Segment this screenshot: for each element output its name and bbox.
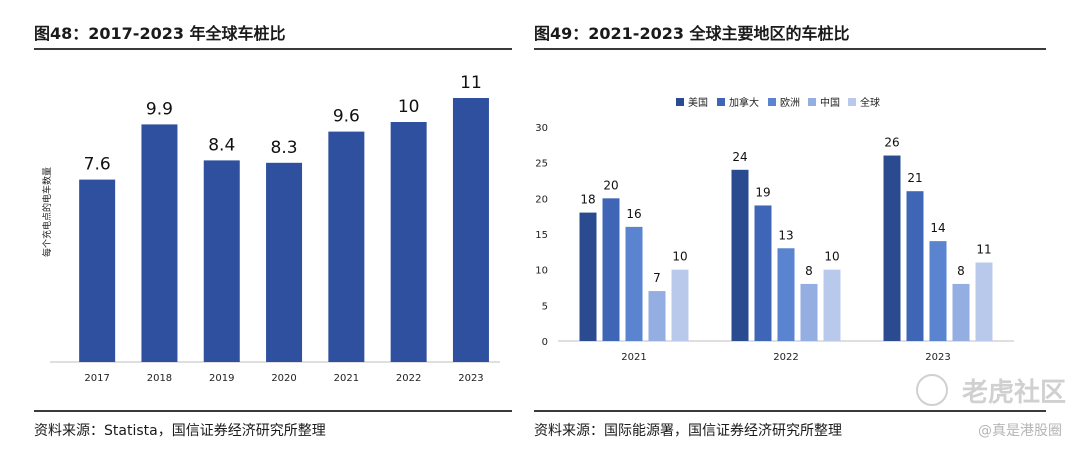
y-tick-30: 30 xyxy=(535,123,548,134)
data-label-2021-series-2: 16 xyxy=(626,207,641,221)
left-source-note: 资料来源：Statista，国信证券经济研究所整理 xyxy=(34,423,326,439)
bar-2023-series-2 xyxy=(929,241,947,341)
x-tick-2023: 2023 xyxy=(925,352,950,363)
x-tick-2022: 2022 xyxy=(396,373,421,384)
bar-2023-series-1 xyxy=(906,191,924,341)
y-axis-label: 每个充电点的电车数量 xyxy=(41,167,53,257)
bar-2022-series-0 xyxy=(731,169,749,341)
bar-2020 xyxy=(266,162,303,362)
legend-swatch-3 xyxy=(808,98,816,106)
left-figure-title: 图48：2017-2023 年全球车桩比 xyxy=(34,24,286,43)
x-tick-2019: 2019 xyxy=(209,373,234,384)
data-label-2021-series-4: 10 xyxy=(672,250,687,264)
legend-label-0: 美国 xyxy=(688,96,708,109)
x-tick-2021: 2021 xyxy=(334,373,359,384)
y-tick-0: 0 xyxy=(542,337,548,348)
data-label-2022-series-3: 8 xyxy=(805,264,813,278)
x-tick-2020: 2020 xyxy=(271,373,296,384)
y-tick-20: 20 xyxy=(535,194,548,205)
bar-2023-series-4 xyxy=(975,262,993,341)
data-label-2021: 9.6 xyxy=(333,107,360,127)
watermark-logo-icon xyxy=(916,374,948,406)
legend-swatch-2 xyxy=(768,98,776,106)
right-figure-title: 图49：2021-2023 全球主要地区的车桩比 xyxy=(534,24,850,43)
y-tick-10: 10 xyxy=(535,266,548,277)
data-label-2023-series-1: 21 xyxy=(907,171,922,185)
bar-2021-series-4 xyxy=(671,269,689,341)
data-label-2023-series-4: 11 xyxy=(976,243,991,257)
data-label-2020: 8.3 xyxy=(271,138,298,158)
bar-2021 xyxy=(328,131,365,362)
legend-swatch-4 xyxy=(848,98,856,106)
bar-2019 xyxy=(203,160,240,362)
data-label-2017: 7.6 xyxy=(84,155,111,175)
bar-2021-series-0 xyxy=(579,212,597,341)
right-figure-panel: 图49：2021-2023 全球主要地区的车桩比 0 5 10 15 20 25 30 18 2… xyxy=(530,0,1080,454)
bar-2021-series-1 xyxy=(602,198,620,341)
legend-label-2: 欧洲 xyxy=(780,97,800,109)
legend-label-1: 加拿大 xyxy=(729,96,759,109)
x-tick-2018: 2018 xyxy=(147,373,172,384)
bar-2018 xyxy=(141,124,178,363)
bar-2022-series-2 xyxy=(777,248,795,341)
bar-2022 xyxy=(390,122,427,362)
data-label-2021-series-3: 7 xyxy=(653,271,661,285)
legend-label-3: 中国 xyxy=(820,96,840,109)
x-tick-2023: 2023 xyxy=(458,373,483,384)
bar-2023-series-0 xyxy=(883,155,901,341)
data-label-2022: 10 xyxy=(398,97,420,117)
right-source-note: 资料来源：国际能源署，国信证券经济研究所整理 xyxy=(534,423,842,439)
bar-2022-series-4 xyxy=(823,269,841,341)
right-grouped-bar-chart: 0 5 10 15 20 25 30 18 20 16 7 10 2021 24 19 13 8 10 2022 26… xyxy=(535,96,1014,363)
left-figure-panel: 图48：2017-2023 年全球车桩比 7.6 2017 9.9 2018 8.4 20… xyxy=(0,0,520,454)
y-tick-5: 5 xyxy=(542,301,548,312)
data-label-2023-series-3: 8 xyxy=(957,264,965,278)
left-bar-chart: 7.6 2017 9.9 2018 8.4 2019 8.3 2020 9.6 2021 10 202… xyxy=(41,73,500,384)
bar-2023-series-3 xyxy=(952,283,970,341)
x-tick-2022: 2022 xyxy=(773,352,798,363)
y-tick-25: 25 xyxy=(535,159,548,170)
data-label-2021-series-1: 20 xyxy=(603,178,618,192)
data-label-2023-series-2: 14 xyxy=(930,221,945,235)
right-source-rule xyxy=(534,410,1046,412)
right-title-rule xyxy=(534,48,1046,50)
data-label-2022-series-2: 13 xyxy=(778,228,793,242)
left-source-rule xyxy=(34,410,512,412)
x-tick-2021: 2021 xyxy=(621,352,646,363)
data-label-2019: 8.4 xyxy=(208,135,235,155)
y-tick-15: 15 xyxy=(535,230,548,241)
data-label-2022-series-4: 10 xyxy=(824,250,839,264)
data-label-2023: 11 xyxy=(460,73,482,93)
bar-2017 xyxy=(79,179,116,362)
x-tick-2017: 2017 xyxy=(84,373,109,384)
legend-swatch-1 xyxy=(717,98,725,106)
legend-label-4: 全球 xyxy=(860,96,880,109)
legend-swatch-0 xyxy=(676,98,684,106)
data-label-2018: 9.9 xyxy=(146,99,173,119)
bar-2021-series-3 xyxy=(648,291,666,341)
bar-2022-series-1 xyxy=(754,205,772,341)
bar-2021-series-2 xyxy=(625,226,643,341)
watermark-handle: @真是港股圈 xyxy=(978,423,1062,439)
bar-2023 xyxy=(452,98,489,362)
data-label-2021-series-0: 18 xyxy=(580,193,595,207)
data-label-2022-series-1: 19 xyxy=(755,185,770,199)
watermark-brand: 老虎社区 xyxy=(961,378,1066,408)
bar-2022-series-3 xyxy=(800,283,818,341)
data-label-2022-series-0: 24 xyxy=(732,150,747,164)
data-label-2023-series-0: 26 xyxy=(884,136,899,150)
left-title-rule xyxy=(34,48,512,50)
